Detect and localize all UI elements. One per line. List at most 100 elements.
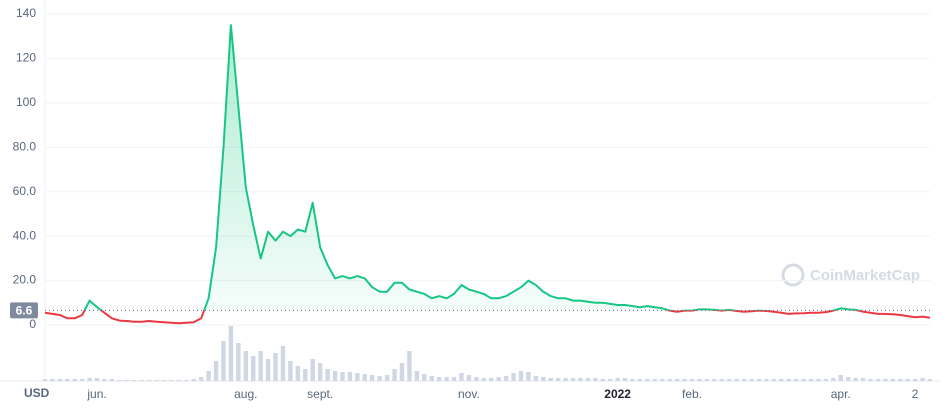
x-tick-label: 2 [912, 387, 919, 401]
volume-bar [184, 380, 189, 381]
volume-bar [332, 371, 338, 381]
volume-bar [660, 379, 665, 381]
volume-bar [459, 373, 464, 381]
volume-bar [764, 379, 769, 381]
volume-bar [860, 378, 866, 381]
volume-bar [622, 378, 628, 381]
volume-bar [741, 379, 747, 381]
volume-bar [176, 380, 182, 381]
volume-bar [481, 378, 486, 381]
volume-bar [362, 374, 367, 381]
volume-bar [727, 379, 732, 381]
volume-bar [94, 378, 100, 381]
volume-bar [793, 379, 799, 381]
volume-bar [436, 377, 442, 381]
volume-bar [198, 377, 204, 381]
volume-bar [905, 379, 910, 381]
volume-bar [169, 380, 174, 381]
volume-bar [912, 379, 918, 381]
volume-bar [875, 379, 881, 381]
volume-bar [399, 363, 405, 381]
y-tick-label: 40.0 [13, 228, 37, 242]
volume-bar [563, 378, 568, 381]
volume-bar [585, 378, 591, 381]
volume-bar [57, 379, 63, 381]
volume-bar [251, 356, 256, 381]
watermark-text: CoinMarketCap [810, 267, 920, 284]
volume-bar [578, 378, 583, 381]
volume-bar [124, 380, 130, 381]
volume-bar [303, 369, 308, 381]
baseline-badge [10, 302, 38, 319]
volume-bar [146, 380, 152, 381]
volume-bar [117, 380, 122, 381]
volume-bar [414, 371, 420, 381]
volume-bar [384, 375, 390, 381]
price-line-down [44, 310, 931, 325]
volume-bar [109, 379, 115, 381]
volume-bar [511, 373, 516, 381]
volume-bar [555, 378, 561, 381]
x-tick-label: sept. [307, 387, 333, 401]
volume-bar [779, 379, 784, 381]
volume-bar [600, 379, 605, 381]
y-tick-label: 60.0 [13, 184, 37, 198]
volume-bar [630, 379, 635, 381]
volume-bar [652, 379, 658, 381]
volume-bar [503, 376, 509, 381]
volume-bar [451, 377, 457, 381]
volume-bar [927, 379, 933, 381]
x-tick-label: 2022 [604, 387, 631, 401]
volume-bar [570, 378, 576, 381]
volume-bar [377, 376, 382, 381]
volume-bar [845, 377, 851, 381]
volume-bar [823, 379, 829, 381]
volume-bar [697, 379, 702, 381]
volume-bar [355, 373, 360, 381]
volume-bar [65, 379, 70, 381]
x-tick-label: jun. [86, 387, 106, 401]
volume-bar [243, 351, 248, 381]
volume-bar [667, 379, 672, 381]
volume-bar [756, 379, 762, 381]
volume-bar [853, 378, 858, 381]
volume-bar [139, 380, 144, 381]
volume-bar [87, 378, 92, 381]
x-tick-label: feb. [682, 387, 702, 401]
volume-bar [920, 378, 925, 381]
volume-bar [340, 372, 345, 381]
volume-bar [466, 375, 472, 381]
volume-bar [132, 380, 137, 381]
y-tick-label: 120 [16, 51, 36, 65]
y-tick-label: 100 [16, 95, 36, 109]
volume-bar [533, 376, 539, 381]
volume-bar [444, 377, 449, 381]
volume-bar [786, 379, 791, 381]
volume-bar [206, 371, 211, 381]
volume-bar [541, 377, 546, 381]
x-tick-label: apr. [831, 387, 851, 401]
volume-bar [72, 379, 77, 381]
volume-bar [712, 379, 717, 381]
volume-bar [689, 379, 695, 381]
volume-bar [310, 359, 315, 381]
volume-bar [593, 378, 598, 381]
volume-bar [474, 377, 479, 381]
volume-bar [288, 361, 293, 381]
volume-bar [161, 380, 167, 381]
volume-bar [719, 379, 724, 381]
volume-bar [801, 379, 806, 381]
baseline-label: 6.6 [16, 304, 33, 318]
volume-bar [808, 379, 814, 381]
volume-bar [898, 379, 903, 381]
volume-bar [221, 341, 226, 381]
y-tick-label: 20.0 [13, 273, 37, 287]
watermark-logo [781, 263, 805, 287]
volume-bar [838, 375, 843, 381]
volume-bar [236, 343, 241, 381]
price-line-up [83, 24, 862, 311]
volume-bar [191, 379, 196, 381]
volume-bar [637, 379, 643, 381]
volume-bar [831, 378, 836, 381]
y-tick-label: 0 [29, 317, 36, 331]
